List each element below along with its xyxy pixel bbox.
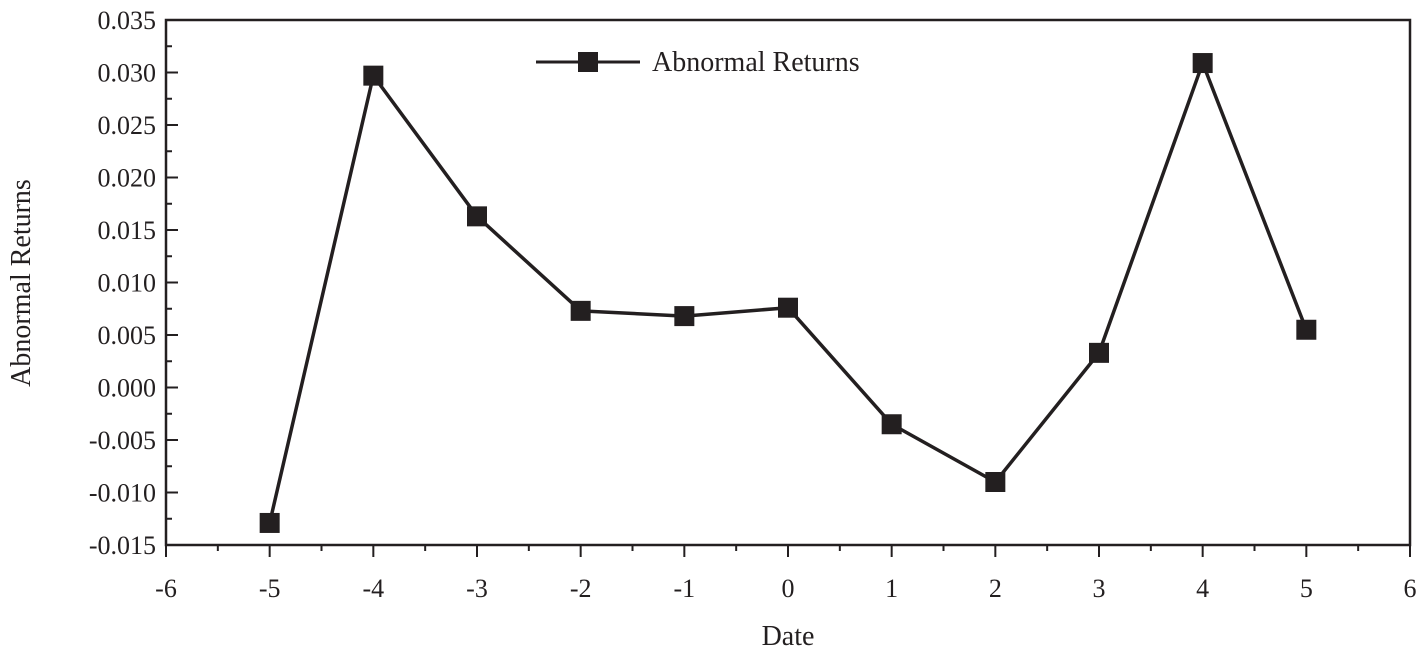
data-point-marker [1089, 342, 1109, 363]
data-point-marker [778, 297, 798, 318]
data-point-marker [985, 472, 1006, 492]
x-tick-label: 6 [1404, 574, 1417, 603]
data-point-marker [570, 300, 591, 321]
x-tick-label: 2 [989, 574, 1002, 603]
x-tick-label: 5 [1300, 574, 1313, 603]
y-tick-label: 0.035 [98, 6, 157, 35]
y-tick-label: 0.000 [98, 374, 157, 403]
y-tick-label: 0.025 [98, 111, 157, 140]
y-tick-label: -0.015 [89, 531, 156, 560]
x-tick-label: -2 [570, 574, 592, 603]
x-tick-label: -6 [155, 574, 177, 603]
legend-label: Abnormal Returns [652, 47, 860, 78]
y-tick-label: 0.015 [98, 216, 157, 245]
x-tick-label: 0 [782, 574, 795, 603]
y-tick-label: -0.005 [89, 426, 156, 455]
legend-marker-icon [578, 52, 598, 72]
y-tick-label: 0.005 [98, 321, 157, 350]
data-point-marker [259, 512, 280, 533]
x-tick-label: -1 [673, 574, 695, 603]
x-tick-label: 3 [1093, 574, 1106, 603]
data-series [259, 53, 1317, 533]
x-tick-label: -4 [362, 574, 384, 603]
data-point-marker [1192, 53, 1213, 74]
data-point-marker [881, 414, 902, 435]
y-axis: -0.015 -0.010 -0.005 0.000 0.005 0.010 0.015 0.… [89, 6, 178, 560]
x-axis-title: Date [762, 621, 815, 652]
data-point-marker [467, 206, 487, 227]
plot-area-frame [164, 18, 1412, 547]
legend: Abnormal Returns [536, 47, 860, 78]
x-tick-label: 1 [885, 574, 898, 603]
data-point-marker [674, 306, 695, 327]
y-tick-label: 0.030 [98, 59, 157, 88]
x-axis: -6 -5 -4 -3 -2 -1 0 1 2 3 4 5 6 [155, 545, 1417, 603]
series-line [267, 61, 1308, 524]
y-tick-label: 0.020 [98, 164, 157, 193]
data-point-marker [1296, 319, 1317, 340]
y-tick-label: 0.010 [98, 269, 157, 298]
x-tick-label: -3 [466, 574, 488, 603]
y-tick-label: -0.010 [89, 479, 156, 508]
x-tick-label: -5 [259, 574, 281, 603]
y-axis-title: Abnormal Returns [6, 179, 37, 387]
x-tick-label: 4 [1196, 574, 1209, 603]
data-point-marker [363, 65, 384, 86]
